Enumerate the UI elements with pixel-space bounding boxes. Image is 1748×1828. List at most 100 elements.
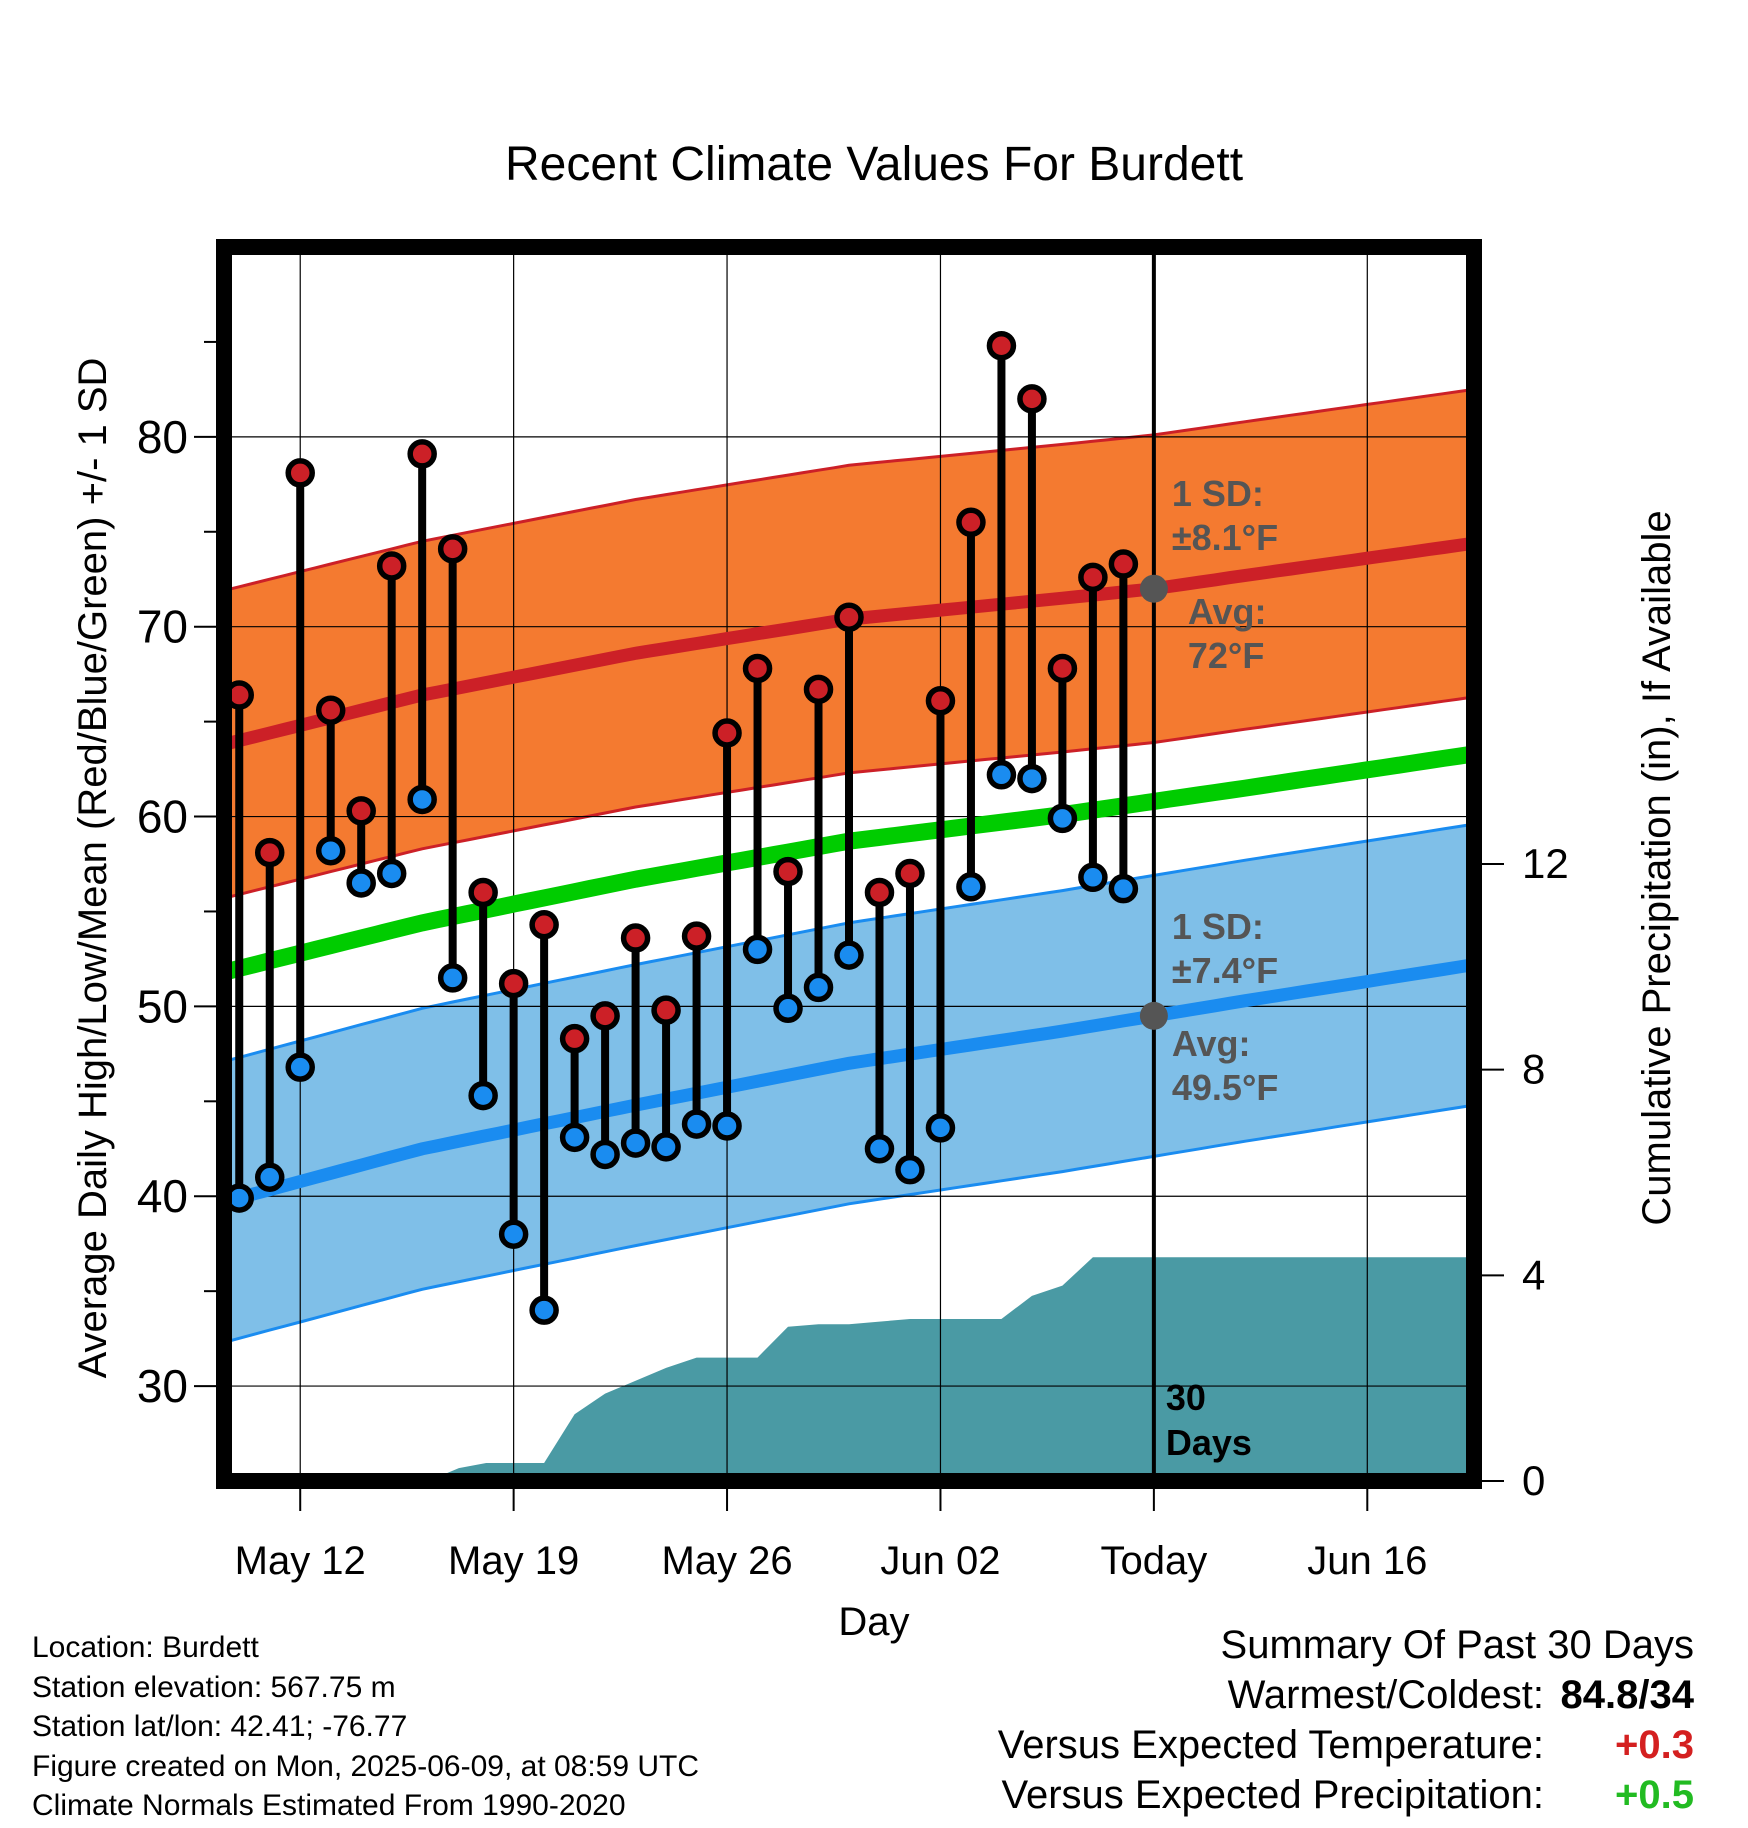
y-tick-right-label: 12 — [1522, 840, 1569, 887]
precip-anomaly-value: +0.5 — [1615, 1773, 1694, 1817]
summary-precip-row: Versus Expected Precipitation: +0.5 — [998, 1770, 1694, 1820]
warm-cold-label: Warmest/Coldest: — [1227, 1673, 1544, 1717]
created-text: Figure created on Mon, 2025-06-09, at 08… — [32, 1749, 700, 1783]
low-point — [254, 1162, 285, 1192]
high-point — [742, 653, 773, 684]
low-point — [1047, 803, 1078, 834]
low-point — [925, 1113, 956, 1143]
low-point — [864, 1134, 895, 1164]
high-point — [925, 685, 956, 716]
low-point — [742, 934, 773, 965]
x-tick-label: May 19 — [448, 1539, 579, 1583]
low-sd-band-lower-edge — [224, 1103, 1474, 1344]
high-point — [956, 507, 986, 538]
high-point — [834, 602, 864, 632]
low-point — [1078, 862, 1108, 893]
y-axis-label-right: Cumulative Precipitation (in), If Availa… — [1635, 510, 1679, 1225]
x-axis-label: Day — [838, 1600, 909, 1644]
high-point — [376, 551, 407, 581]
low-point — [803, 972, 834, 1003]
y-tick-label: 70 — [137, 601, 188, 653]
low-point — [1017, 763, 1047, 794]
precip-area — [428, 1257, 1474, 1481]
high-sd-value: ±8.1°F — [1172, 517, 1278, 558]
y-tick-right-label: 0 — [1522, 1457, 1545, 1504]
plot-content — [224, 247, 1474, 1481]
low-point — [895, 1154, 925, 1185]
low-point — [559, 1122, 590, 1153]
high-point — [895, 858, 925, 889]
y-tick-label: 60 — [137, 791, 188, 843]
high-point — [620, 923, 651, 953]
low-point — [773, 993, 803, 1024]
low-point — [346, 868, 376, 898]
summary-heading: Summary Of Past 30 Days — [1220, 1623, 1694, 1667]
high-point — [773, 856, 803, 887]
x-tick-label: May 12 — [235, 1539, 366, 1583]
high-point — [285, 458, 315, 488]
y-tick-right-label: 4 — [1522, 1251, 1545, 1298]
x-tick-label: Jun 16 — [1307, 1539, 1427, 1583]
y-tick-label: 80 — [137, 411, 188, 463]
warm-cold-value: 84.8/34 — [1560, 1673, 1694, 1717]
location-text: Location: Burdett — [32, 1631, 259, 1664]
high-point — [1108, 549, 1139, 579]
high-point — [986, 330, 1017, 361]
chart-title: Recent Climate Values For Burdett — [505, 138, 1243, 191]
temp-anomaly-value: +0.3 — [1615, 1723, 1694, 1767]
high-point — [864, 877, 895, 908]
low-point — [590, 1139, 620, 1170]
high-point — [315, 695, 346, 725]
summary-warm-cold-row: Warmest/Coldest: 84.8/34 — [998, 1670, 1694, 1720]
normals-text: Climate Normals Estimated From 1990-2020 — [32, 1789, 626, 1822]
high-sd-band-upper-edge — [224, 387, 1474, 593]
low-point — [651, 1132, 681, 1162]
high-point — [254, 837, 285, 868]
low-point — [834, 940, 864, 970]
high-point — [468, 877, 498, 908]
y-axis-label-left: Average Daily High/Low/Mean (Red/Blue/Gr… — [71, 358, 115, 1379]
precip-anomaly-label: Versus Expected Precipitation: — [1001, 1773, 1544, 1817]
low-sd-label: 1 SD: — [1172, 906, 1264, 947]
high-point — [1017, 384, 1047, 414]
low-avg-label: Avg: — [1172, 1023, 1251, 1064]
high-point — [651, 995, 681, 1025]
low-point — [376, 858, 407, 889]
temp-anomaly-label: Versus Expected Temperature: — [997, 1723, 1544, 1767]
x-tick-label: Jun 02 — [880, 1539, 1000, 1583]
y-tick-label: 30 — [137, 1360, 188, 1412]
x-tick-label: May 26 — [661, 1539, 792, 1583]
high-sd-label: 1 SD: — [1172, 473, 1264, 514]
high-point — [559, 1023, 590, 1054]
high-avg-marker — [1139, 574, 1168, 603]
high-point — [1047, 653, 1078, 684]
summary-temp-row: Versus Expected Temperature: +0.3 — [998, 1720, 1694, 1770]
high-avg-value: 72°F — [1188, 635, 1264, 676]
y-tick-label: 50 — [137, 980, 188, 1032]
x-tick-label: Today — [1101, 1539, 1208, 1583]
high-point — [529, 910, 559, 940]
summary-panel: Summary Of Past 30 Days Warmest/Coldest:… — [998, 1620, 1694, 1820]
high-avg-label: Avg: — [1188, 591, 1267, 632]
elevation-text: Station elevation: 567.75 m — [32, 1670, 396, 1704]
low-point — [315, 835, 346, 866]
high-point — [803, 674, 834, 705]
low-point — [407, 784, 437, 815]
high-point — [437, 534, 468, 564]
high-point — [407, 439, 437, 469]
window-label-number: 30 — [1166, 1377, 1206, 1418]
low-point — [498, 1219, 529, 1249]
high-point — [681, 921, 712, 951]
y-tick-right-label: 8 — [1522, 1046, 1545, 1093]
low-avg-value: 49.5°F — [1172, 1067, 1278, 1108]
high-point — [1078, 562, 1108, 593]
low-sd-band — [224, 824, 1474, 1343]
low-point — [681, 1109, 712, 1139]
low-point — [529, 1295, 559, 1325]
low-point — [956, 872, 986, 902]
high-point — [712, 718, 742, 748]
station-info: Location: Burdett Station elevation: 567… — [32, 1628, 699, 1826]
low-point — [1108, 873, 1139, 904]
low-point — [285, 1052, 315, 1082]
